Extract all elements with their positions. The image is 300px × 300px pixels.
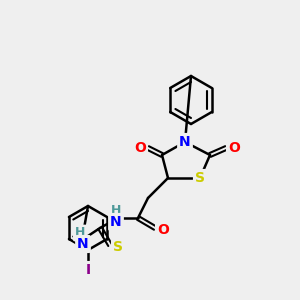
Text: O: O <box>134 141 146 155</box>
Text: N: N <box>179 135 191 149</box>
Text: S: S <box>113 240 123 254</box>
Text: H: H <box>75 226 85 239</box>
Text: O: O <box>157 223 169 237</box>
Text: N: N <box>110 215 122 229</box>
Text: O: O <box>228 141 240 155</box>
Text: S: S <box>195 171 205 185</box>
Text: I: I <box>85 263 91 277</box>
Text: H: H <box>111 205 121 218</box>
Text: N: N <box>77 237 89 251</box>
